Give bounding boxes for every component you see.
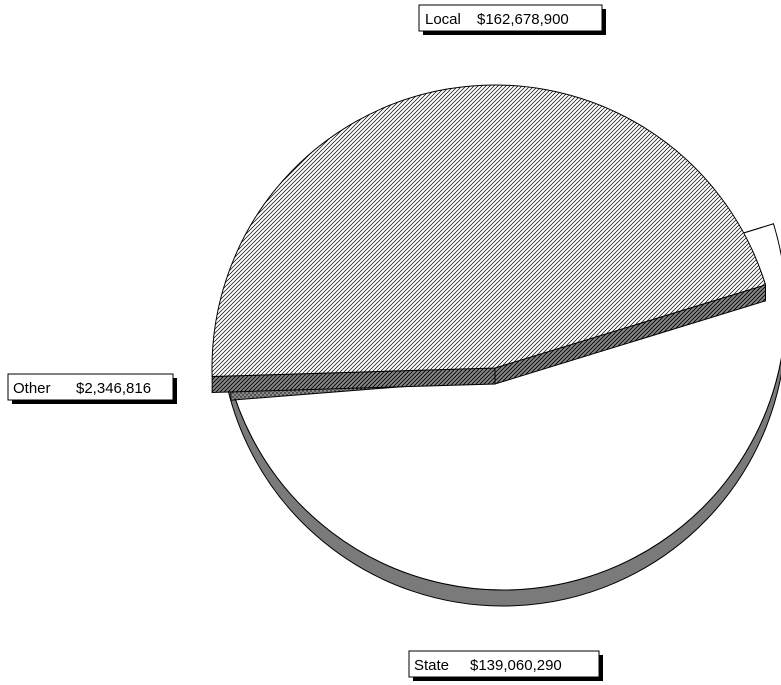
slice-label-local: Local $162,678,900	[418, 4, 606, 35]
slice-label-other-text: Other	[13, 380, 51, 397]
slice-label-state: State $139,060,290	[408, 650, 603, 681]
pie-slice-state-face	[211, 84, 767, 378]
slice-value-other-text: $2,346,816	[76, 380, 151, 397]
slice-value-state-text: $139,060,290	[470, 657, 562, 674]
slice-label-state-text: State	[414, 657, 449, 674]
pie-slice-state	[211, 84, 767, 394]
slice-value-local-text: $162,678,900	[477, 11, 569, 28]
slice-label-local-text: Local	[425, 11, 461, 28]
slice-label-other: Other $2,346,816	[7, 373, 177, 404]
